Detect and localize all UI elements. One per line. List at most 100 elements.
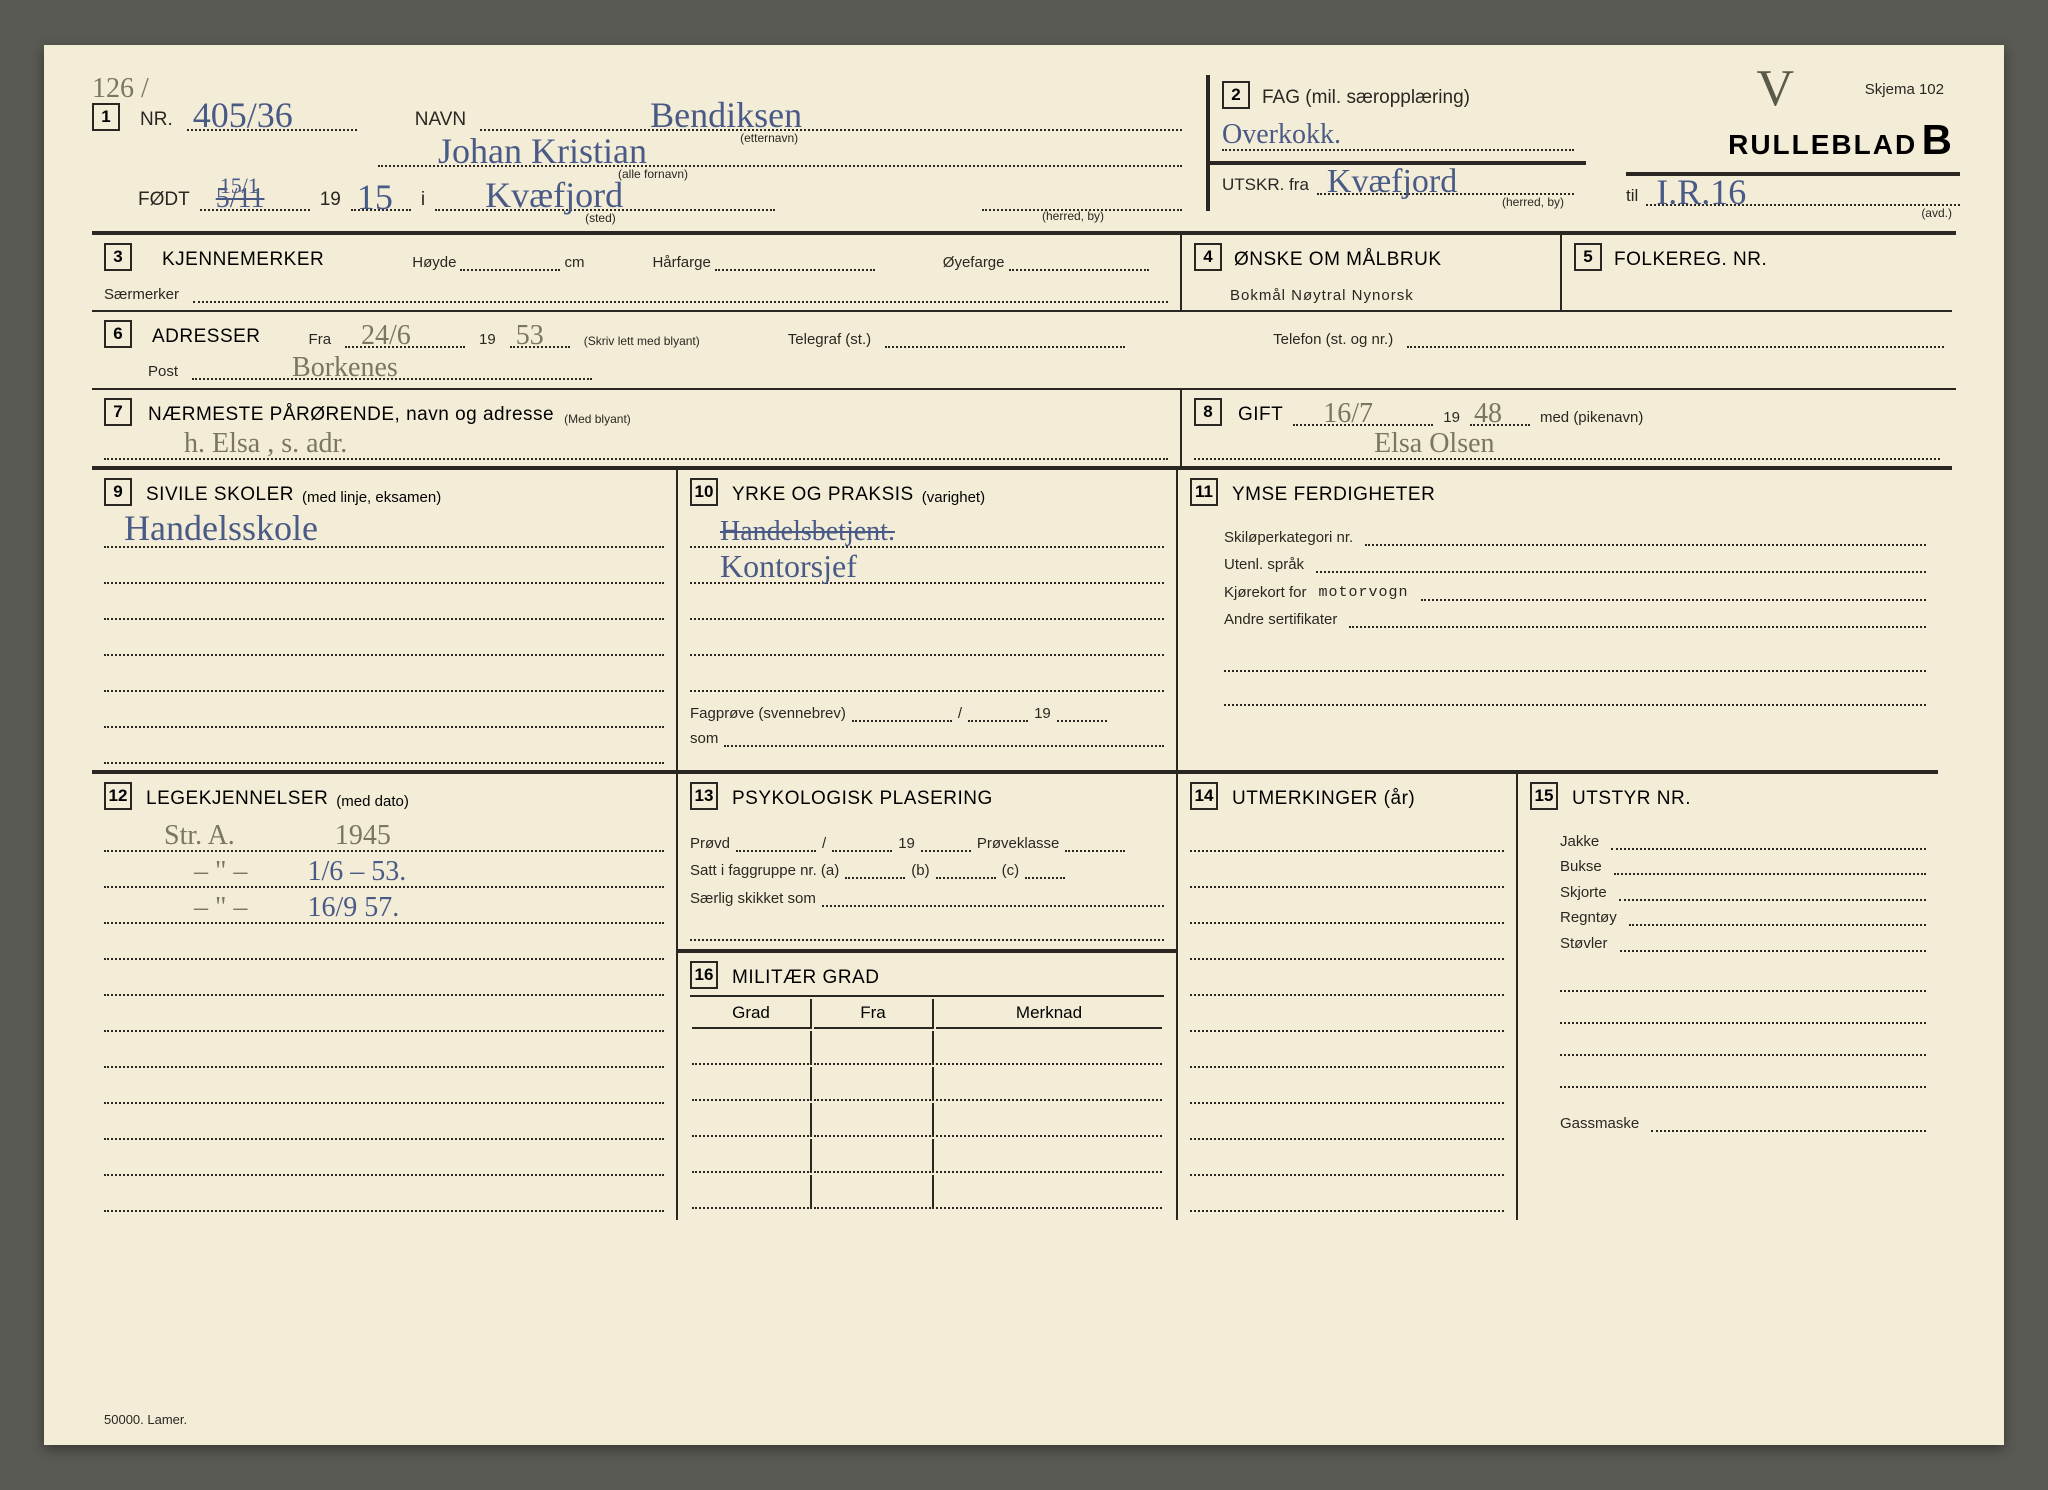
malbruk-opts: Bokmål Nøytral Nynorsk bbox=[1194, 287, 1548, 304]
rulleblad-title: RULLEBLAD bbox=[1728, 129, 1917, 160]
andre-label: Andre sertifikater bbox=[1224, 611, 1337, 628]
grad-col-merknad: Merknad bbox=[936, 999, 1162, 1029]
harfarge-label: Hårfarge bbox=[652, 254, 710, 271]
proveklasse-label: Prøveklasse bbox=[977, 835, 1060, 852]
sarmerker-label: Særmerker bbox=[104, 286, 179, 303]
box-12-label: LEGEKJENNELSER bbox=[146, 788, 328, 810]
utstyr-skjorte: Skjorte bbox=[1560, 884, 1607, 901]
box-8: 8 GIFT 16/7 19 48 med (pikenavn) Elsa Ol… bbox=[1182, 390, 1952, 470]
gift-date: 16/7 bbox=[1323, 400, 1373, 428]
box-5-num: 5 bbox=[1574, 243, 1602, 271]
fodt-year: 15 bbox=[357, 179, 393, 215]
box-2-num: 2 bbox=[1222, 81, 1250, 109]
box-8-num: 8 bbox=[1194, 398, 1222, 426]
utenl-label: Utenl. språk bbox=[1224, 556, 1304, 573]
herred-sub: (herred, by) bbox=[1042, 209, 1104, 223]
fodt-label: FØDT bbox=[138, 189, 190, 211]
box-14-label: UTMERKINGER (år) bbox=[1232, 788, 1415, 810]
motorvogn: motorvogn bbox=[1319, 584, 1409, 601]
gift-med: med (pikenavn) bbox=[1540, 409, 1643, 426]
box-6-label: ADRESSER bbox=[152, 326, 261, 348]
box-7-hint: (Med blyant) bbox=[564, 412, 631, 426]
fornavn-sub: (alle fornavn) bbox=[618, 167, 688, 181]
oyefarge-label: Øyefarge bbox=[943, 254, 1005, 271]
navn-label: NAVN bbox=[415, 109, 466, 131]
box-9-label: SIVILE SKOLER bbox=[146, 484, 294, 506]
fodt-century: 19 bbox=[320, 189, 341, 211]
box-12: 12 LEGEKJENNELSER (med dato) Str. A. 194… bbox=[92, 774, 678, 1220]
box-6-num: 6 bbox=[104, 320, 132, 348]
cm-label: cm bbox=[564, 254, 584, 271]
grad-col-grad: Grad bbox=[692, 999, 812, 1029]
fra-label: Fra bbox=[309, 331, 332, 348]
fagprove-label: Fagprøve (svennebrev) bbox=[690, 705, 846, 722]
box-9: 9 SIVILE SKOLER (med linje, eksamen) Han… bbox=[92, 470, 678, 774]
fra-date: 24/6 bbox=[361, 322, 411, 350]
som-label: som bbox=[690, 730, 718, 747]
etternavn: Bendiksen bbox=[650, 97, 802, 133]
box-10-l1: Handelsbetjent. bbox=[690, 518, 895, 546]
til-label: til bbox=[1626, 186, 1638, 206]
post-value: Borkenes bbox=[292, 354, 398, 382]
box-16-num: 16 bbox=[690, 961, 718, 989]
til-value: I.R.16 bbox=[1656, 174, 1746, 210]
lk-r1b: 1945 bbox=[335, 822, 391, 850]
box-4: 4 ØNSKE OM MÅLBRUK Bokmål Nøytral Nynors… bbox=[1182, 235, 1562, 312]
satt-label: Satt i faggruppe nr. (a) bbox=[690, 862, 839, 879]
box-9-value: Handelsskole bbox=[104, 510, 318, 546]
box-5-label: FOLKEREG. NR. bbox=[1614, 249, 1767, 271]
box-7-label: NÆRMESTE PÅRØRENDE, navn og adresse bbox=[148, 404, 554, 426]
box-15: 15 UTSTYR NR. Jakke Bukse Skjorte Regntø… bbox=[1518, 774, 1938, 1220]
rulleblad-card: V 126 / 1 NR. 405/36 NAVN Bendiksen (ett… bbox=[44, 45, 2004, 1445]
etternavn-sub: (etternavn) bbox=[740, 131, 798, 145]
box-7-num: 7 bbox=[104, 398, 132, 426]
lk-r3b: 16/9 57. bbox=[307, 894, 399, 922]
box-4-num: 4 bbox=[1194, 243, 1222, 271]
box-2: 2 FAG (mil. særopplæring) Overkokk. UTSK… bbox=[1206, 75, 1586, 211]
box-8-label: GIFT bbox=[1238, 404, 1283, 426]
box-3-label: KJENNEMERKER bbox=[162, 249, 324, 271]
checkmark: V bbox=[1756, 59, 1794, 118]
rulleblad-b: B bbox=[1922, 116, 1952, 163]
box-4-label: ØNSKE OM MÅLBRUK bbox=[1234, 249, 1442, 271]
nr-label: NR. bbox=[140, 109, 173, 131]
row-9-10-11: 9 SIVILE SKOLER (med linje, eksamen) Han… bbox=[92, 470, 1956, 1220]
box-15-num: 15 bbox=[1530, 782, 1558, 810]
lk-r2b: 1/6 – 53. bbox=[307, 858, 406, 886]
box6-hint: (Skriv lett med blyant) bbox=[584, 334, 700, 348]
grad-table: Grad Fra Merknad bbox=[690, 995, 1164, 1211]
hoyde-label: Høyde bbox=[412, 254, 456, 271]
header: 126 / 1 NR. 405/36 NAVN Bendiksen (etter… bbox=[92, 75, 1956, 211]
box-7-value: h. Elsa , s. adr. bbox=[184, 430, 347, 458]
kjorekort-label: Kjørekort for bbox=[1224, 584, 1307, 601]
utstyr-regntoy: Regntøy bbox=[1560, 909, 1617, 926]
box-5: 5 FOLKEREG. NR. bbox=[1562, 235, 1952, 312]
box-11-label: YMSE FERDIGHETER bbox=[1232, 484, 1435, 506]
c-label: (c) bbox=[1002, 862, 1020, 879]
avd-sub: (avd.) bbox=[1921, 206, 1952, 220]
utstyr-stovler: Støvler bbox=[1560, 935, 1608, 952]
box-10-l2: Kontorsjef bbox=[690, 550, 857, 582]
box-10: 10 YRKE OG PRAKSIS (varighet) Handelsbet… bbox=[678, 470, 1178, 774]
gift-century: 19 bbox=[1443, 409, 1460, 426]
provd-label: Prøvd bbox=[690, 835, 730, 852]
nr-prefix: 126 / bbox=[92, 75, 149, 103]
box-15-label: UTSTYR NR. bbox=[1572, 788, 1691, 810]
box-11-num: 11 bbox=[1190, 478, 1218, 506]
i-label: i bbox=[421, 189, 425, 211]
box-11: 11 YMSE FERDIGHETER Skiløperkategori nr.… bbox=[1178, 470, 1938, 774]
telefon-label: Telefon (st. og nr.) bbox=[1273, 331, 1393, 348]
b-label: (b) bbox=[911, 862, 929, 879]
fra-year: 53 bbox=[516, 322, 544, 350]
box-14: 14 UTMERKINGER (år) bbox=[1178, 774, 1518, 1220]
lk-r3a: – " – bbox=[194, 894, 247, 922]
sted-sub: (sted) bbox=[585, 211, 616, 225]
sted: Kvæfjord bbox=[485, 177, 623, 213]
box-14-15: 14 UTMERKINGER (år) 15 UTSTYR NR. Jakke bbox=[1178, 774, 1938, 1220]
nr-value: 405/36 bbox=[193, 97, 293, 133]
utstyr-jakke: Jakke bbox=[1560, 833, 1599, 850]
utskr-herred-sub: (herred, by) bbox=[1502, 195, 1564, 209]
box-6: 6 ADRESSER Fra 24/6 19 53 (Skriv lett me… bbox=[92, 312, 1956, 390]
box-13-16: 13 PSYKOLOGISK PLASERING Prøvd / 19 Prøv… bbox=[678, 774, 1178, 1220]
utstyr-bukse: Bukse bbox=[1560, 858, 1602, 875]
